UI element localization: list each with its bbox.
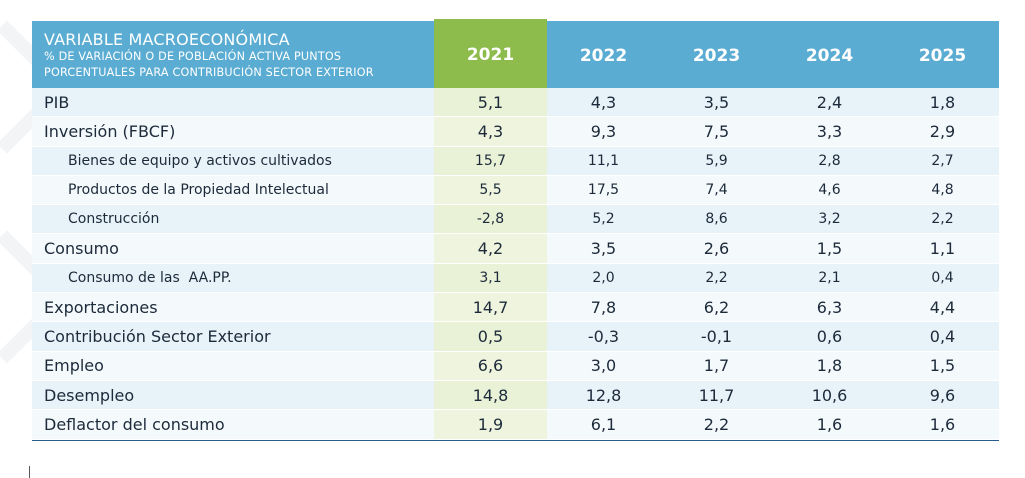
year-header-2021: 2021 xyxy=(434,19,547,88)
cell-2021: 6,6 xyxy=(434,351,547,380)
cell-2025: 2,2 xyxy=(931,211,954,228)
cell-2022: -0,3 xyxy=(587,327,620,347)
header-subtitle-line2: PORCENTUALES PARA CONTRIBUCIÓN SECTOR EX… xyxy=(44,66,374,79)
row-label: Inversión (FBCF) xyxy=(44,121,176,141)
cell-2023: 2,2 xyxy=(705,269,728,286)
cell-2021: -2,8 xyxy=(434,205,547,234)
cell-2021: 14,7 xyxy=(434,293,547,322)
row-label: Consumo xyxy=(44,239,119,259)
cell-2024: 10,6 xyxy=(811,385,848,405)
table-row: Inversión (FBCF) 4,3 9,3 7,5 3,3 2,9 xyxy=(32,117,999,147)
cell-2024: 2,1 xyxy=(818,269,841,286)
cell-2024: 4,6 xyxy=(818,182,841,199)
cell-2022: 7,8 xyxy=(590,297,617,317)
cell-2021: 1,9 xyxy=(434,410,547,439)
cell-2025: 4,8 xyxy=(931,182,954,199)
table-row: Consumo 4,2 3,5 2,6 1,5 1,1 xyxy=(32,234,999,264)
row-label: Desempleo xyxy=(44,385,135,405)
row-label: Exportaciones xyxy=(44,297,158,317)
cell-2021: 15,7 xyxy=(434,146,547,175)
cell-2021: 4,2 xyxy=(434,234,547,263)
cell-2021: 14,8 xyxy=(434,380,547,410)
cell-2024: 2,4 xyxy=(816,92,843,112)
year-header-2023: 2023 xyxy=(692,45,741,66)
cell-2022: 6,1 xyxy=(590,414,617,434)
cell-2023: -0,1 xyxy=(700,327,733,347)
cell-2025: 1,6 xyxy=(929,414,956,434)
cell-2022: 4,3 xyxy=(590,92,617,112)
cell-2024: 6,3 xyxy=(816,297,843,317)
year-header-2025: 2025 xyxy=(918,45,967,66)
cell-2024: 3,3 xyxy=(816,121,843,141)
row-label: Bienes de equipo y activos cultivados xyxy=(68,152,332,169)
cell-2025: 1,8 xyxy=(929,92,956,112)
cell-2024: 1,6 xyxy=(816,414,843,434)
cell-2023: 8,6 xyxy=(705,211,728,228)
cell-2023: 2,6 xyxy=(703,239,730,259)
header-title-cell: VARIABLE MACROECONÓMICA % DE VARIACIÓN O… xyxy=(32,21,434,88)
row-label: Consumo de las AA.PP. xyxy=(68,269,232,286)
cell-2025: 2,7 xyxy=(931,152,954,169)
row-label: Contribución Sector Exterior xyxy=(44,327,271,347)
cell-2024: 0,6 xyxy=(816,327,843,347)
cell-2025: 0,4 xyxy=(931,269,954,286)
cell-2023: 6,2 xyxy=(703,297,730,317)
cell-2024: 3,2 xyxy=(818,211,841,228)
cell-2023: 5,9 xyxy=(705,152,728,169)
cell-2024: 1,5 xyxy=(816,239,843,259)
cell-2025: 0,4 xyxy=(929,327,956,347)
cell-2025: 1,5 xyxy=(929,356,956,376)
cell-2021: 4,3 xyxy=(434,117,547,146)
header-title: VARIABLE MACROECONÓMICA xyxy=(44,30,290,49)
table-row: Empleo 6,6 3,0 1,7 1,8 1,5 xyxy=(32,351,999,381)
row-label: Empleo xyxy=(44,356,104,376)
table-row: Productos de la Propiedad Intelectual 5,… xyxy=(32,175,999,206)
table-row: Desempleo 14,8 12,8 11,7 10,6 9,6 xyxy=(32,380,999,411)
cell-2022: 17,5 xyxy=(587,182,620,199)
cell-2023: 2,2 xyxy=(703,414,730,434)
row-label: PIB xyxy=(44,92,70,112)
row-label: Construcción xyxy=(68,211,160,228)
cell-2023: 11,7 xyxy=(698,385,735,405)
year-header-2024: 2024 xyxy=(805,45,854,66)
cell-2022: 5,2 xyxy=(592,211,615,228)
cell-2022: 11,1 xyxy=(587,152,620,169)
cell-2025: 1,1 xyxy=(929,239,956,259)
table-header: VARIABLE MACROECONÓMICA % DE VARIACIÓN O… xyxy=(32,19,999,88)
cell-2021: 5,5 xyxy=(434,175,547,205)
cell-2025: 9,6 xyxy=(929,385,956,405)
cell-2022: 2,0 xyxy=(592,269,615,286)
cell-2025: 4,4 xyxy=(929,297,956,317)
cell-2022: 9,3 xyxy=(590,121,617,141)
row-label: Deflactor del consumo xyxy=(44,414,225,434)
page-tick-mark xyxy=(29,466,30,478)
table-row: Exportaciones 14,7 7,8 6,2 6,3 4,4 xyxy=(32,293,999,323)
cell-2023: 1,7 xyxy=(703,356,730,376)
table-row: PIB 5,1 4,3 3,5 2,4 1,8 xyxy=(32,88,999,118)
cell-2022: 12,8 xyxy=(585,385,622,405)
header-subtitle-line1: % DE VARIACIÓN O DE POBLACIÓN ACTIVA PUN… xyxy=(44,50,342,63)
cell-2021: 5,1 xyxy=(434,88,547,117)
cell-2025: 2,9 xyxy=(929,121,956,141)
cell-2021: 0,5 xyxy=(434,322,547,351)
year-header-2022: 2022 xyxy=(579,45,628,66)
table-row: Consumo de las AA.PP. 3,1 2,0 2,2 2,1 0,… xyxy=(32,263,999,294)
cell-2023: 7,4 xyxy=(705,182,728,199)
table-row: Deflactor del consumo 1,9 6,1 2,2 1,6 1,… xyxy=(32,410,999,440)
cell-2021: 3,1 xyxy=(434,263,547,293)
cell-2023: 3,5 xyxy=(703,92,730,112)
table-row: Contribución Sector Exterior 0,5 -0,3 -0… xyxy=(32,322,999,352)
table-row: Bienes de equipo y activos cultivados 15… xyxy=(32,146,999,176)
macro-forecast-table: VARIABLE MACROECONÓMICA % DE VARIACIÓN O… xyxy=(32,19,999,441)
cell-2024: 2,8 xyxy=(818,152,841,169)
cell-2022: 3,0 xyxy=(590,356,617,376)
cell-2022: 3,5 xyxy=(590,239,617,259)
cell-2023: 7,5 xyxy=(703,121,730,141)
table-row: Construcción -2,8 5,2 8,6 3,2 2,2 xyxy=(32,205,999,235)
cell-2024: 1,8 xyxy=(816,356,843,376)
row-label: Productos de la Propiedad Intelectual xyxy=(68,182,329,199)
